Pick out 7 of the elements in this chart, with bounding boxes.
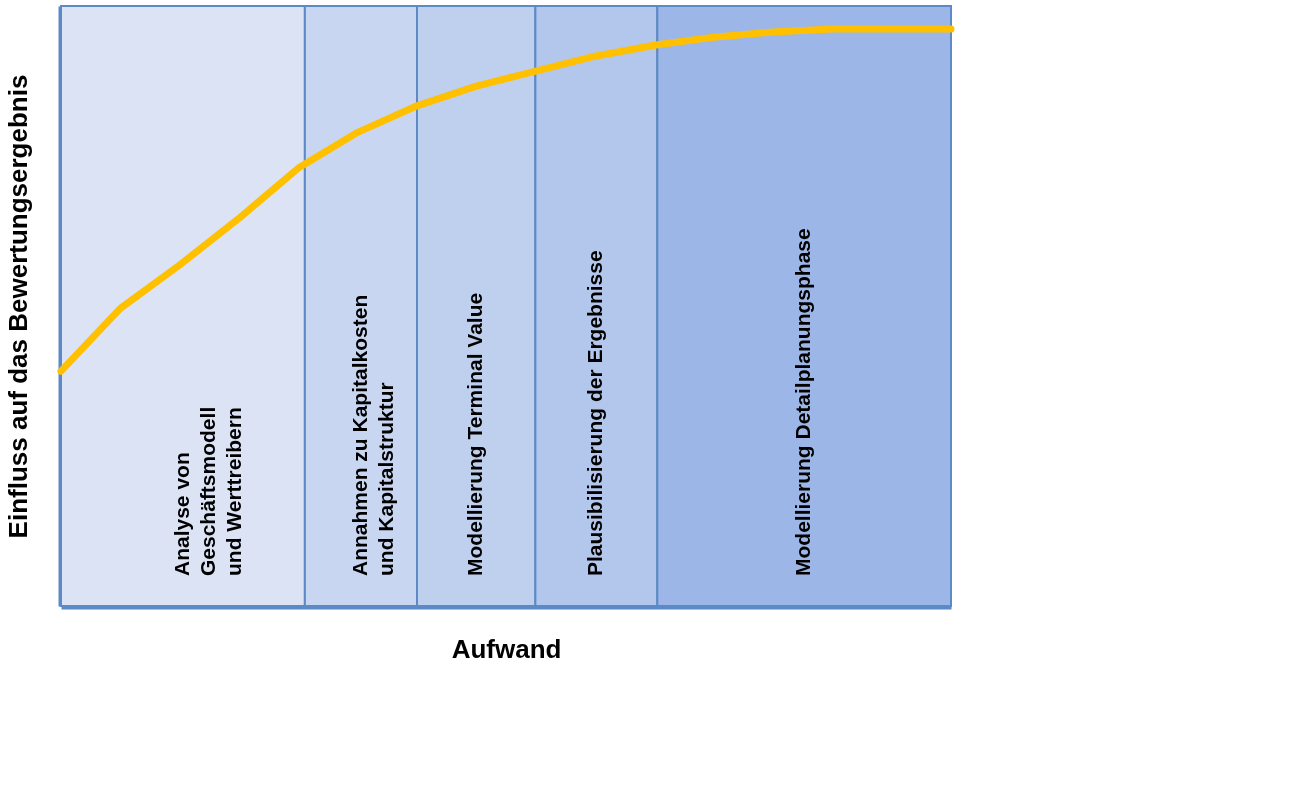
annotation: Analyse von Geschäftsmodell und Werttreibern xyxy=(169,406,245,576)
annotation: Annahmen zu Kapitalkosten und Kapitalstruktur xyxy=(347,294,397,576)
annotation: Plausibilisierung der Ergebnisse xyxy=(583,250,607,576)
y-axis-title: Einfluss auf das Bewertungsergebnis xyxy=(2,74,33,539)
annotation: Modellierung Terminal Value xyxy=(463,292,487,576)
x-axis-title: Aufwand xyxy=(451,633,562,664)
annotation: Modellierung Detailplanungsphase xyxy=(791,228,815,576)
